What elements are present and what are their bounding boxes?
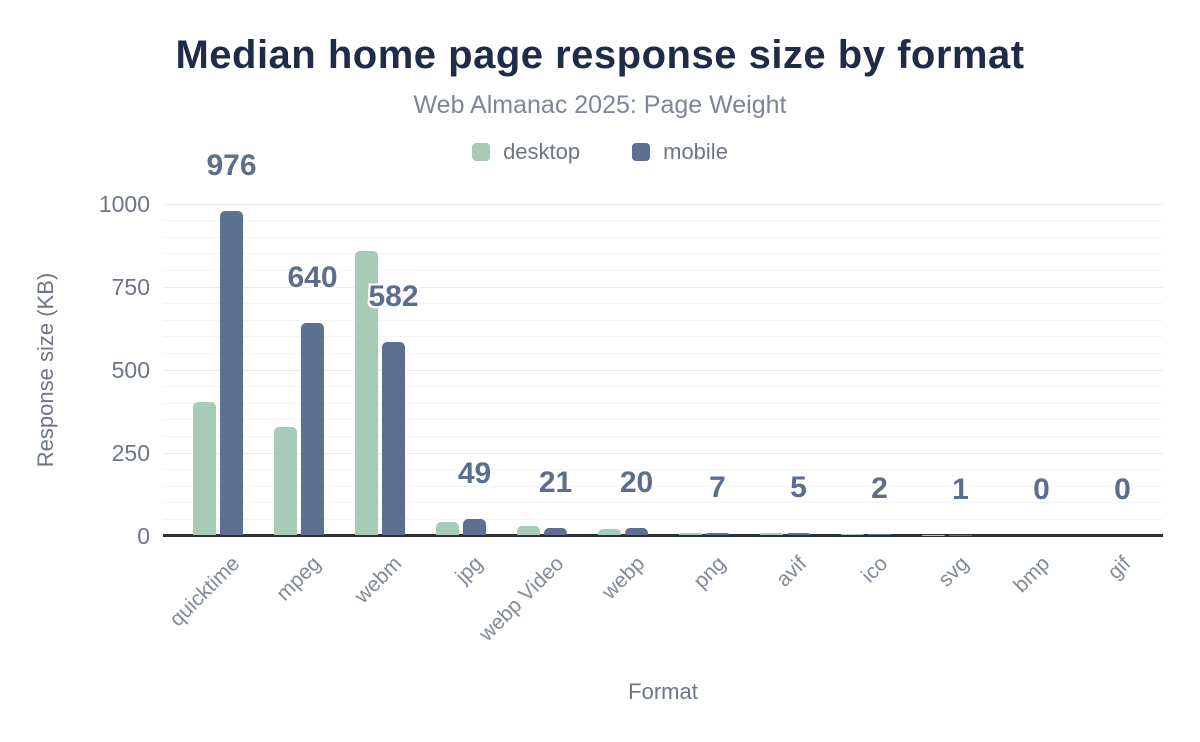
bar-value-label-bmp: 0 (1033, 473, 1050, 506)
gridline-minor-150 (163, 485, 1163, 487)
gridline-minor-200 (163, 469, 1163, 471)
gridline-minor-50 (163, 518, 1163, 520)
bar-value-label-jpg: 49 (457, 456, 492, 490)
legend-item-desktop[interactable]: desktop (472, 139, 580, 165)
gridline-minor-950 (163, 220, 1163, 222)
gridline-major-250 (163, 452, 1163, 454)
bar-desktop-avif[interactable] (760, 533, 783, 535)
bar-value-label-quicktime: 976 (206, 148, 257, 182)
bar-mobile-quicktime[interactable] (220, 210, 243, 535)
bar-mobile-png[interactable] (706, 532, 729, 535)
gridline-minor-300 (163, 435, 1163, 437)
bar-desktop-webm[interactable] (355, 251, 378, 535)
bar-mobile-ico[interactable] (868, 534, 891, 535)
gridline-major-750 (163, 286, 1163, 288)
gridline-minor-350 (163, 419, 1163, 421)
x-axis-title: Format (628, 679, 698, 704)
bar-desktop-ico[interactable] (841, 534, 864, 535)
bar-mobile-webp[interactable] (625, 528, 648, 535)
bar-desktop-webp[interactable] (598, 529, 621, 535)
bar-mobile-jpg[interactable] (463, 518, 486, 535)
y-tick-1000: 1000 (98, 191, 150, 217)
gridline-minor-550 (163, 352, 1163, 354)
chart-subtitle: Web Almanac 2025: Page Weight (413, 91, 787, 119)
gridline-minor-400 (163, 402, 1163, 404)
bar-value-label-webp-video: 21 (538, 466, 573, 500)
bar-mobile-mpeg[interactable] (301, 322, 324, 535)
gridline-minor-100 (163, 502, 1163, 504)
bar-mobile-webm[interactable] (382, 341, 405, 535)
y-tick-250: 250 (111, 440, 150, 466)
bar-value-label-mpeg: 640 (287, 260, 338, 294)
y-tick-750: 750 (111, 274, 150, 300)
bar-value-label-webp: 20 (619, 466, 654, 500)
gridline-minor-700 (163, 303, 1163, 305)
bar-mobile-webp-video[interactable] (544, 528, 567, 535)
gridline-minor-650 (163, 319, 1163, 321)
legend-label-mobile: mobile (663, 139, 728, 164)
gridline-minor-850 (163, 253, 1163, 255)
plot-area: 976 640 582 49 21 20 7 5 2 1 0 0 (163, 149, 1163, 537)
gridline-minor-450 (163, 386, 1163, 388)
bar-value-label-ico: 2 (871, 472, 888, 506)
gridline-major-500 (163, 369, 1163, 371)
bar-value-label-png: 7 (709, 470, 726, 504)
bar-value-label-svg: 1 (952, 472, 969, 506)
legend-label-desktop: desktop (503, 139, 581, 164)
bar-value-label-gif: 0 (1114, 473, 1131, 506)
gridline-minor-600 (163, 336, 1163, 338)
bar-desktop-jpg[interactable] (436, 521, 459, 535)
gridline-minor-900 (163, 236, 1163, 238)
y-tick-500: 500 (111, 357, 150, 383)
bar-desktop-quicktime[interactable] (193, 402, 216, 535)
legend-swatch-desktop-icon (472, 143, 491, 161)
x-axis-line (163, 534, 1163, 537)
y-tick-0: 0 (137, 523, 150, 549)
bar-value-label-webm: 582 (368, 279, 419, 313)
bar-mobile-avif[interactable] (787, 533, 810, 535)
bar-desktop-png[interactable] (679, 532, 702, 535)
bar-value-label-avif: 5 (790, 471, 807, 505)
chart-title: Median home page response size by format (175, 33, 1025, 77)
bar-desktop-mpeg[interactable] (274, 427, 297, 535)
gridline-major-1000 (163, 203, 1163, 205)
gridline-minor-800 (163, 269, 1163, 271)
legend-item-mobile[interactable]: mobile (632, 139, 728, 165)
legend: desktop mobile (0, 139, 1200, 165)
bar-desktop-webp-video[interactable] (517, 525, 540, 535)
legend-swatch-mobile-icon (632, 143, 651, 161)
